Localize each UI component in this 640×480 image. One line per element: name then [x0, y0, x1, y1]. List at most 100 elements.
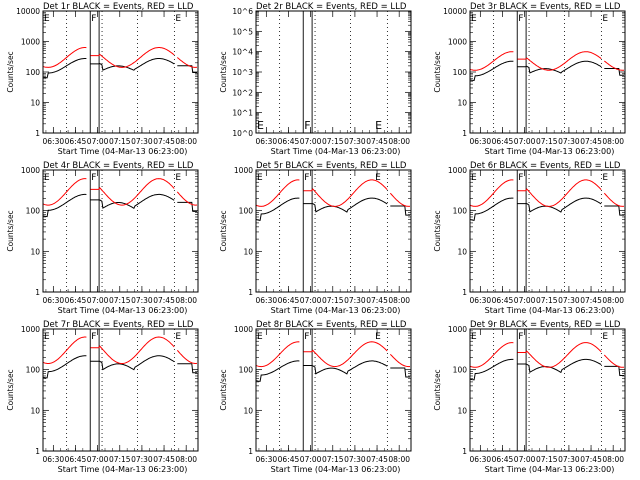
- events-series-line: [469, 197, 624, 221]
- marker-label-E: E: [375, 173, 381, 183]
- x-tick-label: 07:15: [109, 137, 131, 146]
- panel-det-1: Det 1r BLACK = Events, RED = LLD 1 10 100 10…: [6, 2, 199, 156]
- plot-frame: [42, 169, 199, 293]
- lld-series-line: [42, 178, 198, 206]
- y-axis-label: Counts/sec: [433, 369, 442, 410]
- x-tick-label: 07:30: [131, 296, 153, 305]
- y-tick-label: 10^6: [232, 7, 253, 16]
- x-tick-label: 06:45: [65, 296, 87, 305]
- x-tick-label: 07:30: [344, 137, 366, 146]
- x-tick-label: 07:45: [153, 455, 175, 464]
- y-tick-label: 10000: [16, 7, 40, 16]
- x-tick-label: 07:30: [344, 296, 366, 305]
- panel-title: Det 8r BLACK = Events, RED = LLD: [256, 320, 407, 330]
- panel-title: Det 5r BLACK = Events, RED = LLD: [256, 161, 407, 171]
- y-axis-label: Counts/sec: [219, 210, 228, 251]
- x-tick-label: 07:30: [558, 296, 580, 305]
- y-tick-label: 1000: [21, 325, 40, 334]
- x-tick-label: 07:15: [109, 296, 131, 305]
- y-tick-label: 1: [35, 129, 40, 138]
- plot-frame: [469, 10, 626, 134]
- x-axis-label: Start Time (04-Mar-13 06:23:00): [485, 306, 615, 315]
- plot-frame: [469, 169, 626, 293]
- marker-label-E: E: [471, 14, 477, 24]
- x-tick-label: 07:30: [131, 455, 153, 464]
- panel-det-9: Det 9r BLACK = Events, RED = LLD 1 10 100 10…: [433, 320, 626, 474]
- x-tick-label: 07:00: [514, 455, 536, 464]
- x-tick-label: 06:45: [65, 137, 87, 146]
- x-tick-label: 08:00: [388, 455, 410, 464]
- panel-det-6: Det 6r BLACK = Events, RED = LLD 1 10 100 10…: [433, 161, 626, 315]
- marker-label-E: E: [257, 119, 264, 132]
- y-tick-label: 1: [35, 288, 40, 297]
- marker-label-E: E: [375, 332, 381, 342]
- x-axis-label: Start Time (04-Mar-13 06:23:00): [58, 147, 188, 156]
- x-tick-label: 08:00: [388, 296, 410, 305]
- panel-title: Det 7r BLACK = Events, RED = LLD: [43, 320, 194, 330]
- lld-series-line: [42, 336, 198, 364]
- x-tick-label: 08:00: [602, 455, 624, 464]
- marker-label-F: F: [91, 173, 96, 183]
- x-tick-label: 07:00: [87, 455, 109, 464]
- plot-frame: [255, 328, 412, 452]
- events-series-line: [42, 193, 197, 218]
- x-tick-label: 07:00: [300, 455, 322, 464]
- x-tick-label: 07:00: [87, 296, 109, 305]
- events-series-line: [255, 360, 410, 382]
- y-tick-label: 1000: [21, 38, 40, 47]
- y-tick-label: 1: [462, 447, 467, 456]
- marker-label-F: F: [91, 14, 96, 24]
- y-axis-label: Counts/sec: [6, 210, 15, 251]
- x-tick-label: 06:30: [470, 296, 492, 305]
- x-tick-label: 06:30: [256, 296, 278, 305]
- y-tick-label: 10^0: [232, 129, 253, 138]
- marker-label-E: E: [44, 173, 50, 183]
- x-tick-label: 07:30: [558, 455, 580, 464]
- marker-label-E: E: [471, 173, 477, 183]
- x-tick-label: 08:00: [175, 137, 197, 146]
- y-tick-label: 100: [453, 68, 468, 77]
- x-tick-label: 06:30: [256, 137, 278, 146]
- plot-frame: [469, 328, 626, 452]
- x-tick-label: 07:45: [580, 137, 602, 146]
- x-tick-label: 08:00: [602, 137, 624, 146]
- x-tick-label: 06:45: [278, 137, 300, 146]
- y-tick-label: 10^3: [232, 68, 253, 77]
- y-tick-label: 100: [453, 366, 468, 375]
- x-axis-label: Start Time (04-Mar-13 06:23:00): [485, 465, 615, 474]
- lld-series-line: [469, 342, 624, 368]
- lld-series-line: [255, 179, 411, 207]
- marker-label-E: E: [44, 14, 50, 24]
- y-tick-label: 10^5: [232, 27, 253, 36]
- marker-label-E: E: [471, 332, 477, 342]
- marker-label-F: F: [304, 332, 309, 342]
- x-tick-label: 07:00: [300, 137, 322, 146]
- panel-det-8: Det 8r BLACK = Events, RED = LLD 1 10 100 10…: [219, 320, 412, 474]
- y-tick-label: 1: [462, 129, 467, 138]
- x-axis-label: Start Time (04-Mar-13 06:23:00): [485, 147, 615, 156]
- lld-series-line: [469, 179, 625, 207]
- y-tick-label: 1000: [234, 325, 253, 334]
- plot-frame: [42, 10, 199, 134]
- marker-label-F: F: [518, 14, 523, 24]
- events-series-line: [469, 60, 624, 82]
- marker-label-E: E: [175, 173, 181, 183]
- marker-label-F: F: [304, 173, 309, 183]
- y-axis-label: Counts/sec: [433, 210, 442, 251]
- marker-label-F: F: [304, 119, 310, 132]
- y-tick-label: 100: [239, 207, 254, 216]
- x-tick-label: 07:00: [514, 137, 536, 146]
- x-tick-label: 07:15: [536, 455, 558, 464]
- y-tick-label: 100: [239, 366, 254, 375]
- x-tick-label: 06:45: [65, 455, 87, 464]
- events-series-line: [469, 358, 624, 381]
- marker-label-E: E: [602, 173, 608, 183]
- lld-series-line: [469, 51, 624, 71]
- y-tick-label: 100: [26, 366, 41, 375]
- x-tick-label: 06:45: [278, 296, 300, 305]
- x-tick-label: 07:45: [153, 137, 175, 146]
- x-tick-label: 06:45: [492, 296, 514, 305]
- marker-label-F: F: [518, 173, 523, 183]
- y-tick-label: 10: [457, 247, 467, 256]
